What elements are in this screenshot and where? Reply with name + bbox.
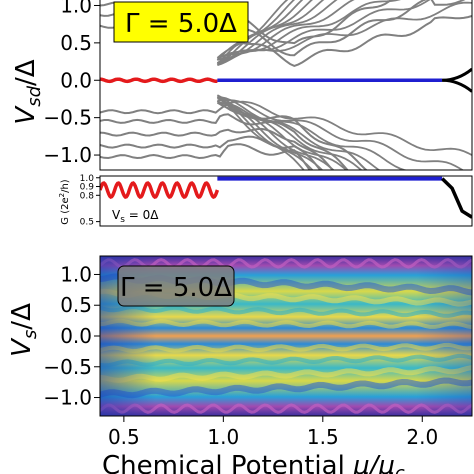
energy-level-line — [216, 99, 348, 170]
bottom-xtick-label: 1.5 — [307, 425, 339, 449]
middle-ytick-label: 0.5 — [80, 218, 94, 228]
top-ytick-label: 0.0 — [60, 68, 92, 92]
x-axis-label: Chemical Potential μ/μc — [102, 451, 405, 474]
top-ytick-label: −1.0 — [43, 143, 92, 167]
energy-level-line — [216, 94, 305, 170]
middle-axes-frame — [99, 175, 473, 227]
conductance-black-line — [440, 177, 472, 219]
middle-ytick-label: 1.0 — [80, 174, 95, 184]
middle-ylabel: G (2e2/h) — [58, 179, 71, 225]
middle-panel: 0.5 0.80.91.0 G (2e2/h) Vs = 0Δ — [58, 174, 473, 228]
middle-ytick-label: 0.9 — [80, 183, 95, 193]
top-y-ticks: −1.0 −0.5 0.0 0.5 1.0 — [43, 0, 100, 167]
zero-mode-lines — [100, 67, 472, 93]
middle-annotation: Vs = 0Δ — [112, 208, 159, 225]
conductance-red-line — [100, 181, 220, 199]
energy-level-line — [217, 0, 338, 61]
bottom-ytick-label: 0.5 — [60, 293, 92, 317]
zero-mode-red-line — [100, 77, 218, 84]
bottom-ylabel: Vs/Δ — [7, 303, 41, 357]
bottom-x-ticks: 0.5 1.0 1.5 2.0 — [108, 416, 438, 449]
energy-level-line — [216, 0, 401, 61]
energy-level-line — [217, 99, 465, 170]
energy-level-line — [217, 100, 472, 156]
heatmap — [100, 256, 472, 416]
energy-level-line — [216, 0, 289, 59]
bottom-ytick-label: 0.0 — [60, 324, 92, 348]
energy-level-line — [217, 0, 355, 59]
bottom-xtick-label: 1.0 — [207, 425, 239, 449]
energy-level-line — [100, 113, 349, 170]
top-gamma-label-text: Γ = 5.0Δ — [125, 9, 237, 39]
top-gamma-label: Γ = 5.0Δ — [113, 1, 249, 43]
energy-level-line — [217, 0, 325, 65]
energy-level-line — [217, 100, 324, 170]
energy-level-line — [216, 0, 296, 62]
bottom-y-ticks: −1.0 −0.5 0.0 0.5 1.0 — [43, 262, 100, 410]
energy-level-line — [217, 96, 314, 170]
top-ytick-label: 0.5 — [60, 31, 92, 55]
energy-level-line — [217, 95, 409, 170]
top-axes-frame — [99, 0, 473, 171]
energy-level-line — [216, 0, 431, 64]
bottom-ytick-label: −1.0 — [43, 386, 92, 410]
bottom-panel: −1.0 −0.5 0.0 0.5 1.0 0.5 1.0 1.5 2.0 Vs/Δ Γ = … — [7, 255, 473, 474]
energy-level-line — [216, 101, 335, 170]
bottom-xtick-label: 2.0 — [406, 425, 438, 449]
zero-mode-black-line — [442, 78, 472, 93]
bottom-gamma-label-text: Γ = 5.0Δ — [120, 273, 232, 303]
bottom-gamma-label: Γ = 5.0Δ — [117, 265, 235, 307]
top-ytick-label: 1.0 — [60, 0, 92, 17]
energy-level-lines — [100, 0, 472, 170]
top-gamma-label-box — [113, 1, 249, 43]
energy-level-line — [216, 94, 381, 170]
bottom-ytick-label: 1.0 — [60, 262, 92, 286]
top-ylabel: Vsd/Δ — [11, 59, 45, 124]
top-panel: −1.0 −0.5 0.0 0.5 1.0 Vsd/Δ Γ = 5.0Δ — [11, 0, 473, 171]
top-ytick-label: −0.5 — [43, 106, 92, 130]
bottom-ytick-label: −0.5 — [43, 355, 92, 379]
bottom-xtick-label: 0.5 — [108, 425, 140, 449]
bottom-gamma-label-box — [117, 265, 235, 307]
middle-y-ticks: 0.5 0.80.91.0 — [80, 174, 100, 228]
conductance-lines — [100, 176, 472, 219]
energy-level-line — [100, 103, 368, 170]
zero-mode-black-line — [442, 67, 472, 82]
middle-ytick-label: 0.8 — [80, 191, 95, 201]
energy-level-line — [100, 135, 322, 170]
